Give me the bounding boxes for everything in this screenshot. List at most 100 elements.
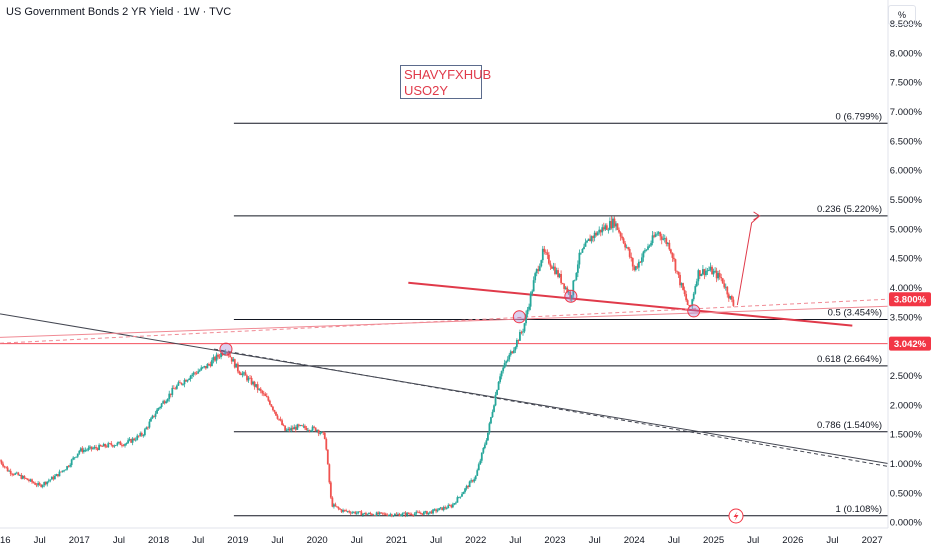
candle-body: [0, 460, 1, 462]
candle-body: [207, 364, 210, 365]
candle-body: [674, 259, 677, 271]
price-badge: [889, 292, 931, 307]
candle-body: [453, 503, 456, 505]
lightning-icon[interactable]: [728, 508, 744, 524]
candle-body: [346, 511, 349, 512]
candle-body: [360, 511, 363, 516]
candle-body: [580, 252, 582, 254]
candle-body: [637, 261, 640, 268]
candle-body: [395, 513, 398, 515]
candle-body: [561, 282, 564, 284]
candle-body: [522, 331, 524, 333]
candle-body: [40, 484, 43, 487]
candle-body: [55, 474, 58, 477]
candle-body: [656, 233, 659, 235]
candle-body: [18, 475, 21, 476]
candle-body: [564, 287, 567, 289]
candle-body: [209, 364, 212, 367]
candle-body: [116, 442, 119, 446]
circle-markers[interactable]: [219, 289, 701, 356]
candle-body: [15, 472, 18, 474]
candle-body: [23, 475, 26, 478]
y-tick-label: 4.500%: [890, 254, 923, 265]
fib-level-label: 0.618 (2.664%): [817, 354, 882, 365]
time-axis[interactable]: 2016 Jul 2017 Jul 2018 Jul 2019 Jul 2020 Jul 2021 J…: [0, 535, 883, 546]
candle-body: [285, 430, 288, 431]
candle-body: [461, 494, 463, 497]
candle-body: [82, 449, 85, 452]
watermark-box[interactable]: SHAVYFXHUB USO2Y: [400, 65, 491, 99]
candle-body: [186, 379, 189, 382]
candle-body: [223, 353, 226, 355]
candle-body: [575, 272, 578, 280]
candle-body: [279, 419, 282, 421]
candle-body: [662, 238, 665, 240]
trendline: [0, 305, 889, 338]
candle-body: [429, 511, 431, 513]
candle-body: [358, 511, 361, 513]
candle-body: [732, 299, 735, 306]
candle-body: [714, 270, 716, 272]
y-tick-label: 6.000%: [890, 166, 923, 177]
candle-body: [244, 372, 247, 376]
candles: [0, 216, 735, 518]
trendlines[interactable]: [0, 281, 889, 467]
candle-body: [326, 449, 329, 465]
candle-body: [153, 415, 155, 417]
candle-body: [188, 378, 190, 380]
x-tick-label: 2027: [862, 535, 883, 546]
candle-body: [146, 427, 149, 429]
candle-body: [241, 373, 244, 376]
candle-body: [660, 236, 663, 240]
candle-body: [573, 279, 576, 281]
candle-body: [650, 243, 652, 246]
candle-body: [150, 418, 152, 422]
candle-body: [72, 457, 75, 460]
candle-body: [557, 270, 559, 277]
unit-button[interactable]: %: [888, 5, 916, 25]
candle-body: [659, 232, 662, 237]
x-tick-label: Jul: [271, 535, 283, 546]
candle-body: [314, 427, 317, 432]
candle-body: [124, 443, 126, 446]
candle-body: [718, 273, 721, 278]
candle-body: [499, 376, 502, 382]
candle-body: [151, 415, 154, 419]
candle-body: [163, 401, 166, 404]
candle-body: [250, 377, 253, 385]
candle-body: [317, 429, 320, 434]
candle-body: [570, 295, 573, 299]
candle-body: [525, 314, 527, 324]
candle-body: [422, 511, 425, 515]
candle-body: [355, 512, 358, 514]
candle-body: [537, 269, 540, 271]
candle-body: [119, 441, 122, 446]
candle-body: [389, 514, 392, 516]
candle-body: [99, 444, 102, 447]
candle-body: [546, 252, 549, 255]
candle-body: [538, 266, 541, 271]
fib-level-label: 0.786 (1.540%): [817, 420, 882, 431]
candle-body: [61, 470, 64, 472]
candle-body: [148, 421, 151, 428]
candle-body: [695, 281, 698, 287]
candle-body: [531, 291, 534, 294]
candle-body: [179, 382, 181, 384]
candle-body: [92, 448, 94, 450]
candle-body: [512, 350, 515, 354]
candle-body: [439, 507, 442, 509]
fib-retracement[interactable]: 0 (6.799%) 0.236 (5.220%) 0.5 (3.454%) 0.61…: [233, 111, 888, 517]
candle-body: [416, 511, 419, 513]
candle-body: [127, 440, 129, 444]
candle-body: [592, 236, 595, 238]
projection-arrow[interactable]: [736, 211, 761, 306]
candle-body: [578, 252, 581, 265]
candle-body: [256, 384, 259, 390]
candle-body: [131, 438, 134, 443]
candle-body: [64, 469, 67, 471]
candle-body: [394, 513, 396, 516]
candle-body: [456, 497, 459, 503]
candle-body: [708, 269, 710, 271]
candle-body: [496, 389, 498, 395]
